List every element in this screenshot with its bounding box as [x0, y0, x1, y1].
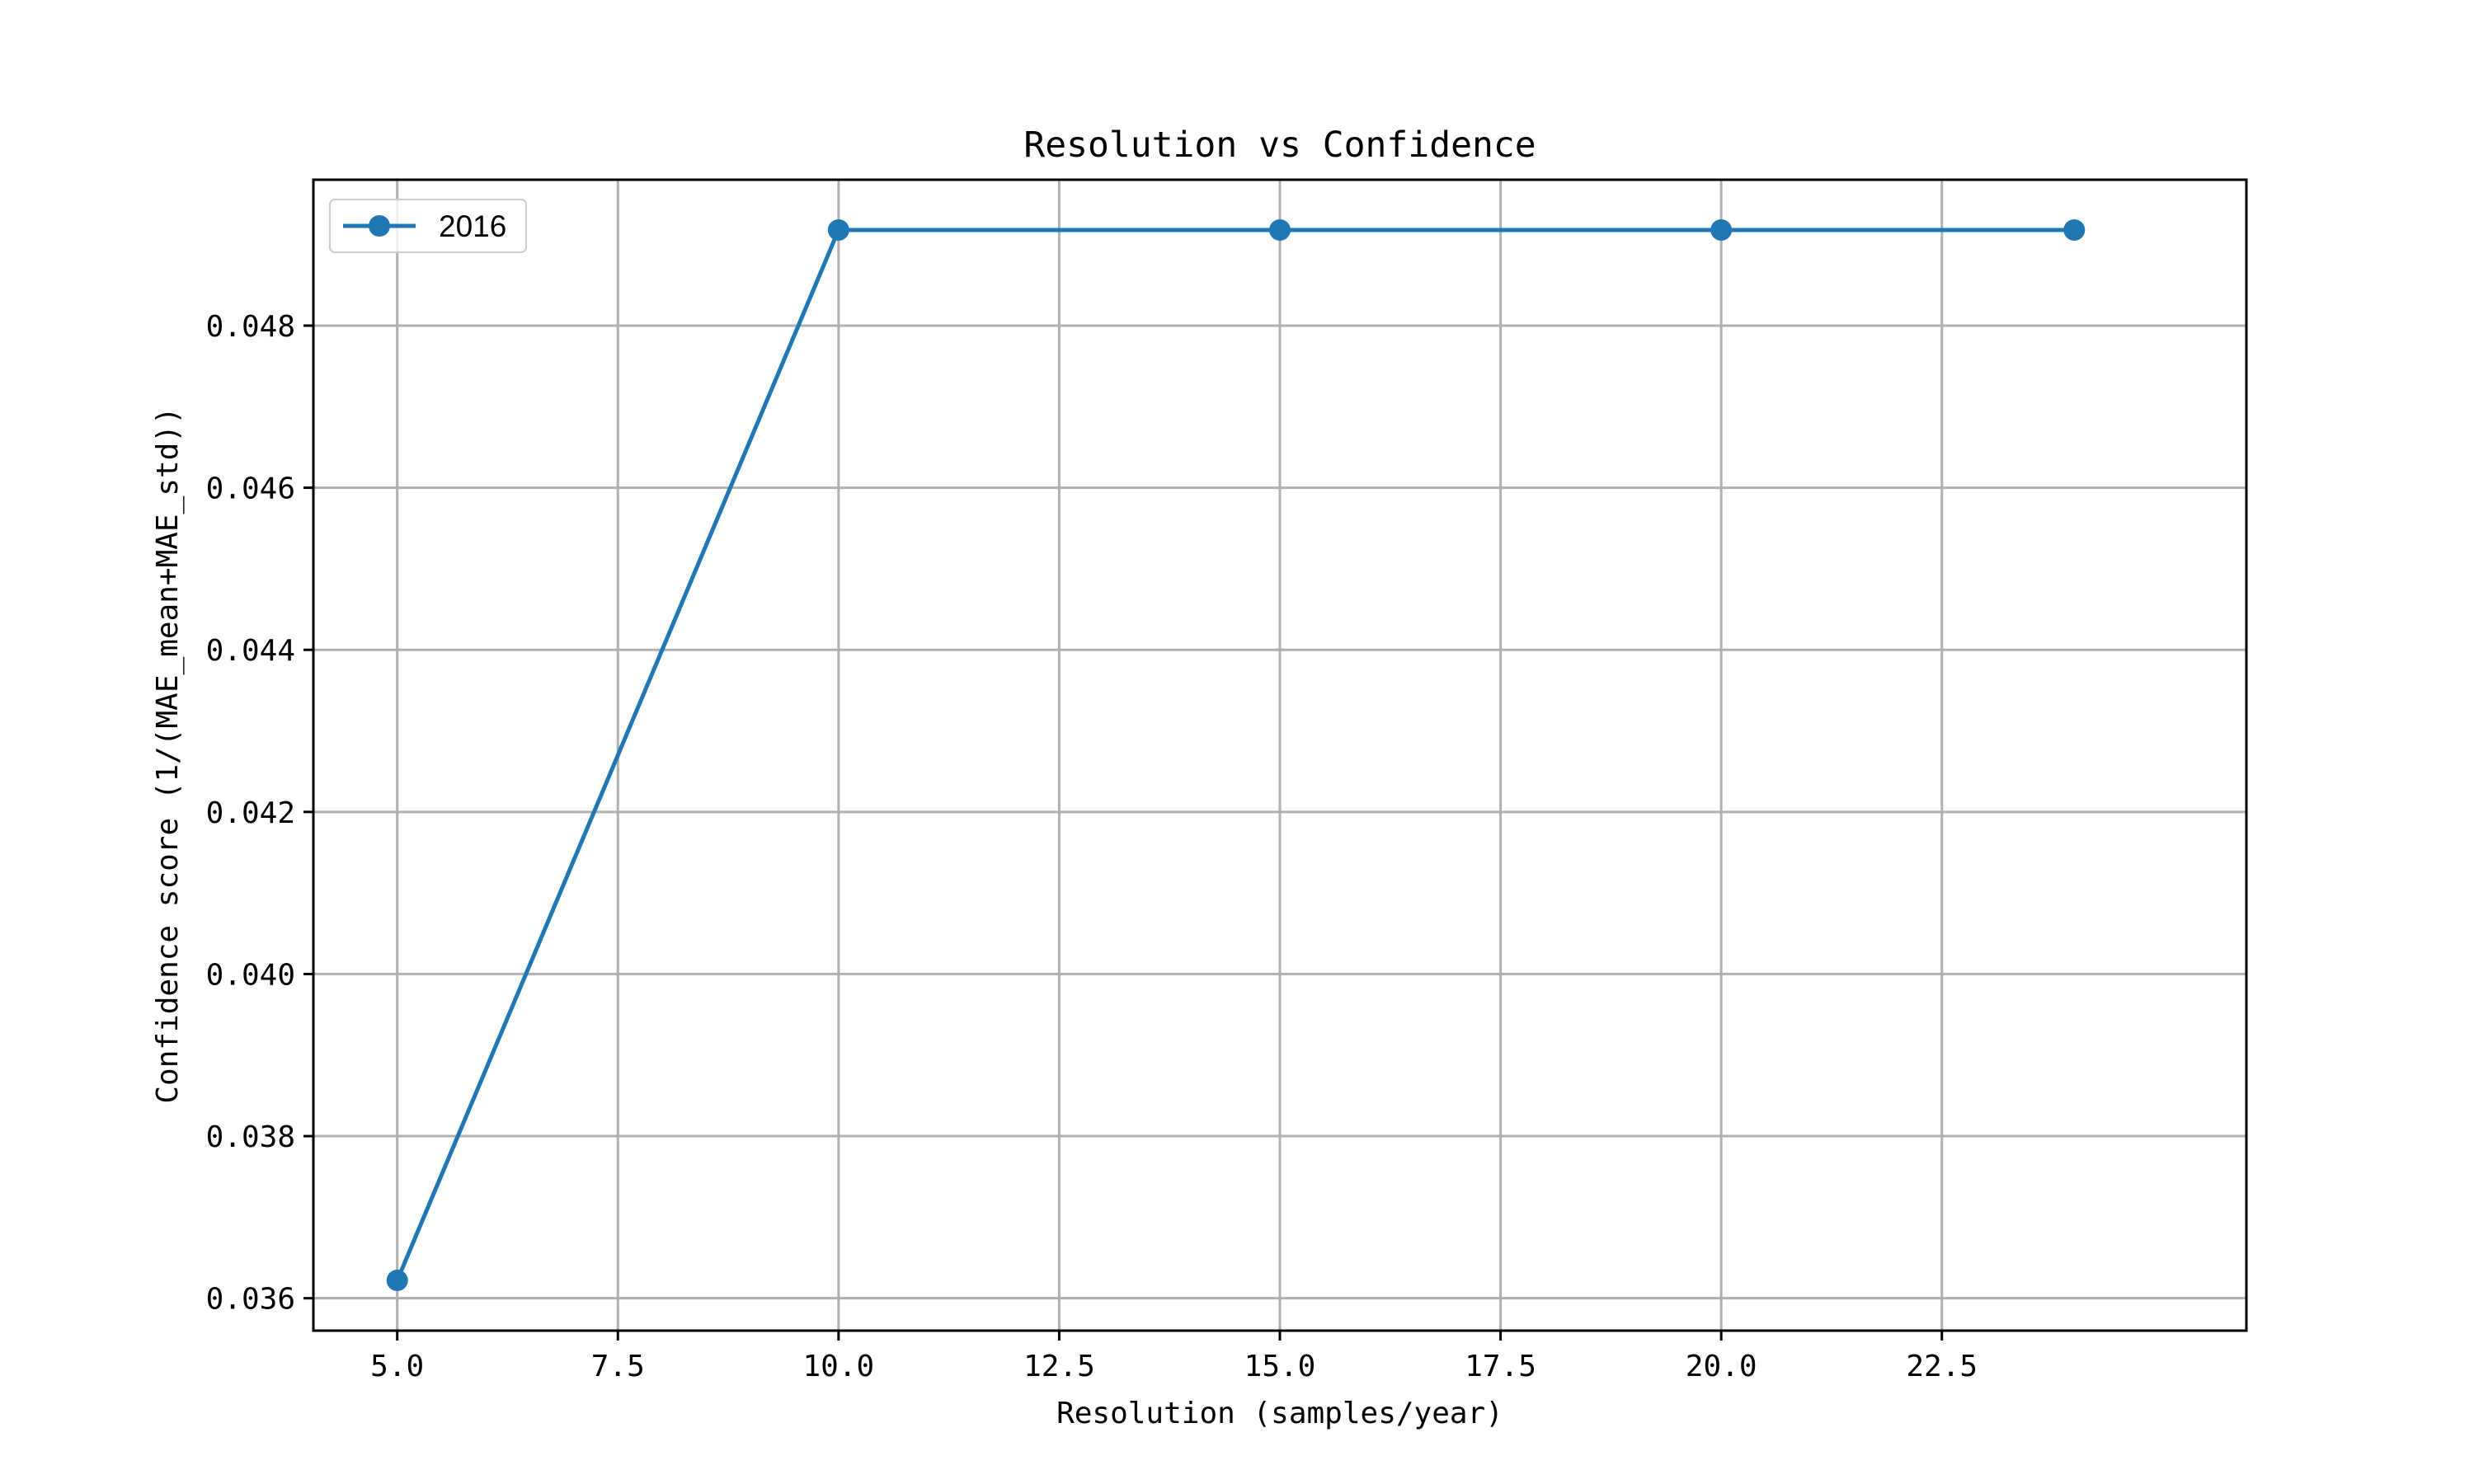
data-point	[2063, 218, 2086, 241]
legend-box	[329, 199, 527, 253]
x-tick-label: 22.5	[1906, 1350, 1978, 1383]
y-tick-label: 0.038	[206, 1120, 295, 1154]
chart-title: Resolution vs Confidence	[1023, 124, 1536, 166]
y-tick-label: 0.048	[206, 310, 295, 344]
x-tick-label: 17.5	[1465, 1350, 1536, 1383]
y-tick-label: 0.046	[206, 472, 295, 506]
data-point	[1710, 218, 1733, 241]
data-point	[386, 1270, 408, 1292]
legend-label: 2016	[439, 209, 506, 243]
legend: 2016	[329, 199, 527, 253]
data-point	[827, 218, 849, 241]
data-point	[1269, 218, 1291, 241]
x-tick-label: 15.0	[1244, 1350, 1316, 1383]
x-axis-label: Resolution (samples/year)	[1056, 1397, 1503, 1430]
series-layer	[386, 218, 2086, 1292]
x-tick-label: 20.0	[1686, 1350, 1757, 1383]
y-axis-ticks: 0.036 0.038 0.040 0.042 0.044 0.046 0.048	[206, 310, 313, 1317]
y-tick-label: 0.044	[206, 634, 295, 668]
x-tick-label: 12.5	[1023, 1350, 1095, 1383]
y-tick-label: 0.036	[206, 1283, 295, 1317]
x-axis-ticks: 5.0 7.5 10.0 12.5 15.0 17.5 20.0 22.5	[370, 1331, 1978, 1383]
legend-marker	[369, 215, 390, 237]
y-tick-label: 0.042	[206, 796, 295, 830]
x-tick-label: 7.5	[591, 1350, 645, 1383]
y-tick-label: 0.040	[206, 958, 295, 992]
x-tick-label: 5.0	[370, 1350, 424, 1383]
y-axis-label: Confidence score (1/(MAE_mean+MAE_std))	[151, 406, 185, 1103]
x-tick-label: 10.0	[802, 1350, 874, 1383]
grid-lines	[313, 180, 2246, 1331]
